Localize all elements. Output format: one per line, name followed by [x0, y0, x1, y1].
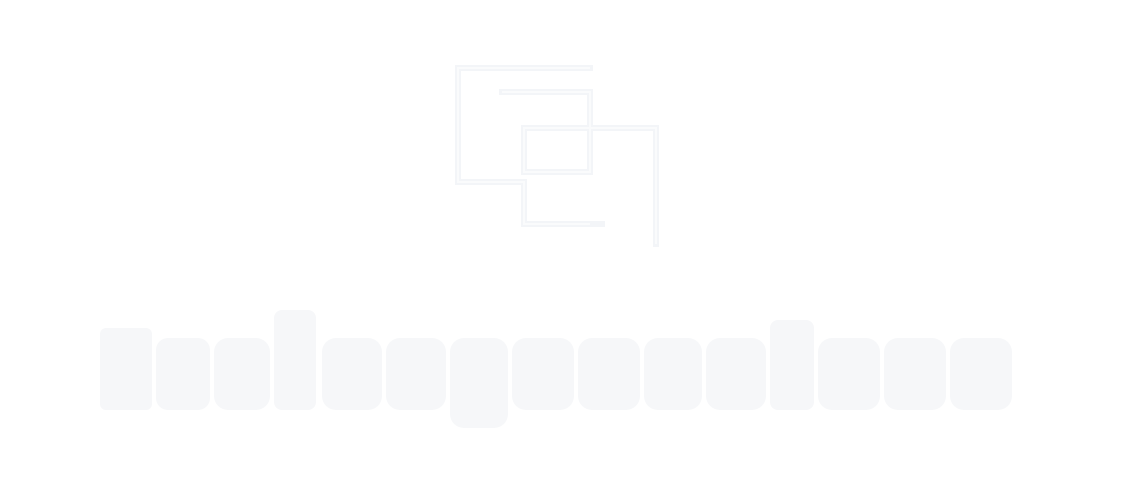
wordmark-glyph — [156, 338, 210, 410]
wordmark-glyph — [644, 338, 702, 410]
wordmark-glyph — [100, 328, 152, 410]
wordmark-glyph — [578, 338, 640, 410]
wordmark-glyph — [450, 338, 508, 428]
wordmark-glyph — [706, 338, 766, 410]
wordmark-glyph — [322, 338, 382, 410]
wordmark-glyph — [274, 310, 316, 410]
wordmark-glyph — [950, 338, 1012, 410]
brand-wordmark — [100, 310, 1012, 428]
wordmark-glyph — [818, 338, 880, 410]
wordmark-glyph — [512, 338, 574, 410]
monogram-icon — [455, 65, 659, 247]
wordmark-glyph — [386, 338, 446, 410]
wordmark-glyph — [770, 320, 814, 410]
wordmark-glyph — [214, 338, 270, 410]
wordmark-glyph — [884, 338, 946, 410]
